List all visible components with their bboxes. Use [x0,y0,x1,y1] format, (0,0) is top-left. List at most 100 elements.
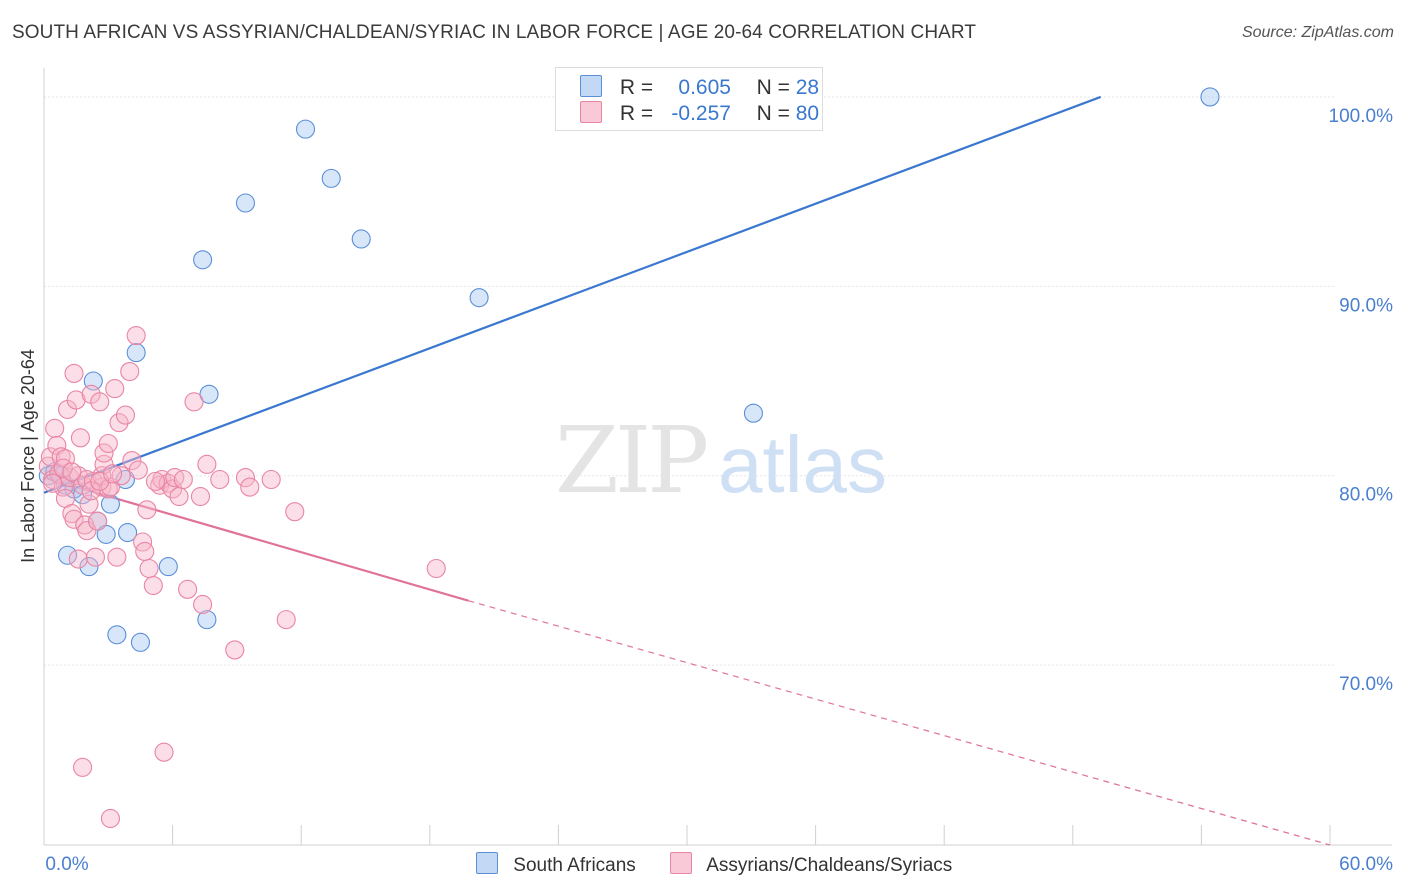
trend-line-assyrians-extension [468,600,1331,846]
point-assyrian [193,594,213,615]
point-assyrian [143,575,163,596]
point-south-african [58,545,78,565]
point-south-african [351,229,371,249]
point-assyrian [133,532,153,552]
point-assyrian [40,447,60,467]
point-assyrian [85,547,105,567]
series-legend: South Africans Assyrians/Chaldeans/Syria… [0,852,1406,878]
point-south-african [79,557,99,577]
point-south-african [193,250,213,270]
point-assyrian [139,558,159,579]
y-tick-label: 90.0% [1339,295,1393,316]
point-assyrian [178,579,198,599]
legend-swatch-blue [580,75,602,97]
point-assyrian [154,742,174,762]
point-assyrian [88,511,108,531]
axes-layer: 70.0% 80.0% 90.0% 100.0% 0.0% 60.0% [43,68,1394,875]
point-assyrian [426,558,446,579]
point-assyrian [103,464,123,484]
point-assyrian [62,462,82,482]
legend-r-label: R = [619,102,654,125]
legend-r-label: R = [619,76,654,99]
point-assyrian [47,435,67,455]
point-assyrian [66,390,86,410]
grid-layer [44,96,1334,666]
point-south-african [321,168,341,188]
y-axis-label: In Labor Force | Age 20-64 [18,349,38,563]
point-assyrian [73,757,93,777]
point-assyrian [210,469,230,490]
x-tick-label-max: 60.0% [1339,854,1393,875]
trend-layer [43,95,1331,846]
legend-r-value: -0.257 [671,102,731,125]
series-swatch-pink [670,852,692,874]
point-assyrian [128,460,148,480]
y-tick-label: 100.0% [1329,106,1394,127]
point-assyrian [235,468,256,488]
point-south-african [295,119,316,139]
legend-swatch-pink [580,101,602,123]
point-assyrian [120,361,140,382]
point-assyrian [64,363,84,383]
point-assyrian [276,610,296,630]
series-label-assyrians: Assyrians/Chaldeans/Syriacs [706,855,953,876]
point-assyrian [94,443,114,463]
point-south-african [130,632,150,652]
series-legend-assyrians[interactable]: Assyrians/Chaldeans/Syriacs [670,852,952,877]
point-assyrian [145,471,166,491]
point-assyrian [109,413,129,433]
points-layer [38,87,1220,829]
trend-line-south-africans [43,95,1102,494]
point-south-african [100,494,120,514]
legend-row-south-africans: R = 0.605 N = 28 [580,75,819,101]
point-assyrian [135,541,155,562]
point-assyrian [169,486,189,507]
y-tick-label: 80.0% [1339,485,1393,506]
point-assyrian [240,477,260,497]
legend-n-value: 80 [795,102,820,125]
legend-row-assyrians: R = -0.257 N = 80 [580,101,819,127]
point-assyrian [100,808,120,829]
point-assyrian [53,477,73,497]
point-south-african [1200,87,1220,107]
point-assyrian [163,479,183,499]
series-swatch-blue [476,852,498,874]
point-assyrian [190,486,211,507]
legend-n-label: N = [756,76,790,99]
series-legend-south-africans[interactable]: South Africans [476,852,636,877]
point-south-african [118,522,138,543]
point-assyrian [261,469,281,490]
point-assyrian [68,549,88,569]
point-assyrian [98,433,118,454]
point-assyrian [126,326,146,346]
point-assyrian [107,547,127,567]
point-south-african [199,384,219,404]
point-assyrian [64,509,84,529]
trend-line-assyrians [43,476,469,602]
point-assyrian [122,451,142,471]
point-south-african [96,524,116,544]
legend-n-value: 28 [795,76,820,99]
point-assyrian [45,418,65,438]
x-tick-label-min: 0.0% [45,854,88,875]
point-assyrian [43,473,63,493]
point-assyrian [115,405,135,425]
point-assyrian [137,500,157,520]
watermark-zip: ZIP [555,407,706,514]
watermark: ZIP atlas [555,407,887,514]
point-south-african [743,403,763,423]
point-assyrian [173,469,193,490]
point-south-african [107,625,127,645]
source-credit: Source: ZipAtlas.com [1241,24,1394,41]
y-tick-label: 70.0% [1339,674,1393,695]
point-south-african [158,557,178,577]
legend-r-value: 0.605 [678,76,731,99]
watermark-atlas: atlas [718,420,887,509]
point-assyrian [285,502,305,522]
point-assyrian [90,392,110,412]
point-south-african [126,343,146,363]
point-assyrian [225,640,245,660]
point-south-african [469,288,489,308]
point-assyrian [77,521,97,541]
